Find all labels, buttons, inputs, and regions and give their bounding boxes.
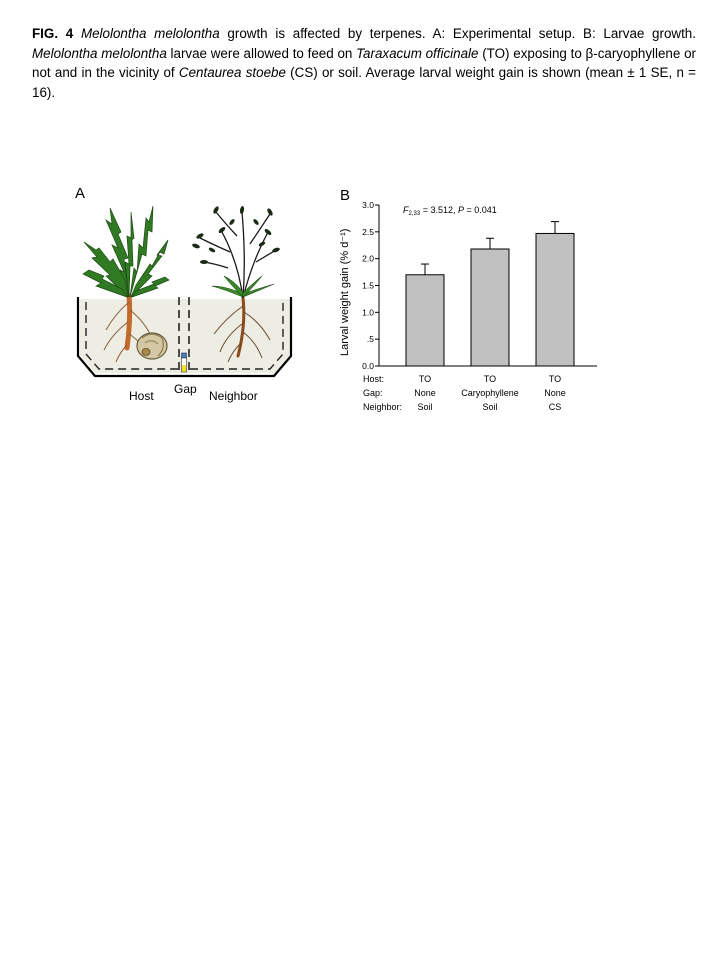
y-tick-label: 2.0	[362, 254, 374, 264]
stat-annotation: F2,33 = 3.512, P = 0.041	[403, 205, 497, 217]
panel-a: A	[75, 185, 293, 403]
row-label-neighbor: Neighbor:	[363, 402, 402, 412]
caption-text: growth is affected by terpenes. A: Exper…	[219, 26, 696, 41]
dispenser-vial-icon	[181, 352, 187, 373]
y-tick-label: 1.5	[362, 281, 374, 291]
x-category-gap: Caryophyllene	[461, 388, 519, 398]
stat-p-rest: = 0.041	[464, 205, 497, 215]
y-ticks: 0.0 .5 1.0 1.5 2.0 2.5 3.0	[362, 200, 379, 371]
x-category-host: TO	[419, 374, 431, 384]
host-label: Host	[129, 389, 154, 403]
error-bars	[421, 221, 559, 275]
neighbor-label: Neighbor	[209, 389, 258, 403]
mesh-liner-host	[85, 302, 178, 370]
pot-container	[76, 297, 293, 378]
y-axis-title: Larval weight gain (% d⁻¹)	[339, 229, 351, 356]
panel-a-label: A	[75, 185, 85, 202]
caption-species: Melolontha melolontha	[80, 26, 220, 41]
caption-species: Melolontha melolontha	[32, 45, 167, 61]
y-tick-label: 2.5	[362, 227, 374, 237]
bars	[405, 232, 575, 367]
row-label-gap: Gap:	[363, 388, 383, 398]
caption-text: larvae were allowed to feed on	[166, 45, 357, 61]
panel-b: B Larval weight gain (% d⁻¹) F2,33 = 3.5…	[339, 187, 597, 412]
caption-text: (TO) exposing to β-caryophyllene or not …	[32, 45, 696, 81]
x-category-neighbor: CS	[549, 402, 562, 412]
row-label-host: Host:	[363, 374, 384, 384]
mesh-liner-neighbor	[190, 302, 284, 370]
stat-p: P	[458, 205, 464, 215]
panel-b-label: B	[340, 187, 350, 204]
caption-fig-label: FIG. 4	[32, 26, 74, 41]
dandelion-plant-icon	[82, 205, 170, 363]
caption-species: Centaurea stoebe	[178, 65, 286, 80]
caption-text: (CS) or soil. Average larval weight gain…	[32, 65, 696, 100]
bar	[535, 232, 575, 367]
stat-df: 2,33	[409, 211, 421, 217]
larva-icon	[136, 332, 168, 360]
stat-f: F	[403, 205, 409, 215]
x-category-neighbor: Soil	[417, 402, 432, 412]
x-category-gap: None	[414, 388, 436, 398]
caption-species: Taraxacum officinale	[356, 45, 479, 61]
figure-caption: FIG. 4 Melolontha melolontha growth is a…	[32, 24, 696, 102]
x-category-gap: None	[544, 388, 566, 398]
bar	[470, 248, 510, 367]
gap-label: Gap	[174, 382, 197, 396]
x-category-neighbor: Soil	[482, 402, 497, 412]
x-category-host: TO	[549, 374, 561, 384]
knapweed-plant-icon	[192, 206, 280, 363]
bar	[405, 274, 445, 367]
y-tick-label: 1.0	[362, 307, 374, 317]
x-category-labels: TO None Soil TO Caryophyllene Soil TO None CS	[414, 374, 566, 412]
y-tick-label: 3.0	[362, 200, 374, 210]
stat-rest: = 3.512,	[420, 205, 458, 215]
y-tick-label: 0.0	[362, 361, 374, 371]
x-category-host: TO	[484, 374, 496, 384]
y-tick-label: .5	[367, 334, 374, 344]
